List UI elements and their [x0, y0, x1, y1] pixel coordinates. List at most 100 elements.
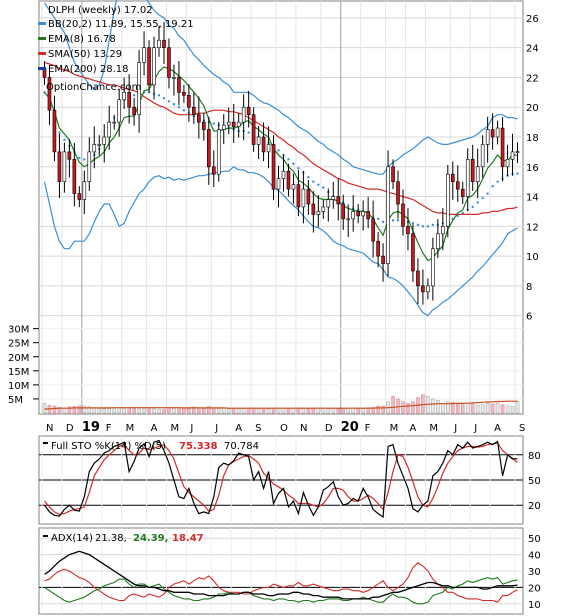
candle-body [351, 211, 355, 220]
volume-tick-label: 30M [8, 325, 29, 336]
price-tick-label: 22 [526, 73, 539, 84]
volume-bar [77, 405, 82, 414]
candle-body [142, 47, 146, 63]
bb-middle-dot [287, 158, 290, 161]
price-tick-label: 12 [526, 222, 539, 233]
bb-middle-dot [292, 162, 295, 165]
month-label: S [519, 423, 525, 434]
volume-bar [376, 405, 380, 414]
bb-middle-dot [182, 109, 186, 112]
bb-middle-dot [83, 158, 86, 161]
candle-body [62, 151, 67, 182]
month-label: F [106, 423, 112, 434]
volume-bar [192, 406, 196, 414]
volume-bar [306, 408, 311, 414]
candle-body [187, 95, 191, 108]
volume-bar [336, 408, 341, 414]
candle-body [102, 136, 107, 145]
candle-body [455, 181, 460, 190]
candle-body [251, 114, 256, 145]
bb-middle-dot [456, 214, 459, 218]
stochastic-legend-swatch [43, 442, 48, 444]
volume-bar [261, 408, 266, 414]
volume-bar [321, 407, 326, 414]
candle-body [162, 39, 166, 48]
volume-bar [162, 408, 166, 414]
stochastic-levels: 20 50 80 [39, 451, 541, 512]
candle-body [450, 173, 455, 182]
bb-middle-dot [471, 205, 474, 209]
candle-body [371, 218, 375, 242]
candle-body [326, 199, 331, 208]
volume-bar [460, 404, 465, 414]
candle-body [197, 114, 201, 123]
legend-label: SMA(50) 13.29 [48, 49, 122, 60]
bb-middle-dot [177, 106, 181, 109]
bb-middle-dot [63, 138, 66, 142]
stochastic-tick-label: 80 [528, 451, 541, 462]
candle-body [47, 77, 52, 111]
price-tick-label: 16 [526, 163, 539, 174]
volume-bar [142, 408, 146, 414]
volume-bar [182, 407, 186, 414]
volume-bar [202, 408, 206, 414]
candlesticks [42, 22, 520, 305]
volume-bar [470, 403, 475, 414]
adx-tick-label: 10 [528, 600, 541, 611]
bb-middle-dot [247, 131, 250, 134]
candle-body [346, 218, 351, 221]
candle-body [485, 129, 490, 145]
candle-body [152, 47, 156, 86]
price-tick-label: 6 [526, 312, 532, 323]
candle-body [441, 226, 445, 235]
bb-middle-dot [461, 211, 464, 215]
volume-bar [67, 406, 72, 414]
candle-body [112, 121, 116, 124]
candle-body [470, 159, 475, 182]
stochastic-tick-label: 50 [528, 476, 541, 487]
legend-swatch [38, 52, 46, 55]
volume-bar [241, 408, 246, 414]
candle-body [316, 211, 321, 215]
bb-middle-dot [132, 94, 136, 97]
candle-body [182, 92, 186, 96]
bb-middle-dot [297, 167, 300, 170]
volume-bar [480, 404, 485, 414]
candle-body [426, 285, 430, 293]
candle-body [127, 92, 131, 108]
adx-title: ADX(14) [51, 533, 93, 544]
month-label: A [151, 423, 158, 434]
minus-di-value: 18.47 [172, 533, 204, 544]
stochastic-k-line [44, 439, 518, 519]
plus-di-value: 24.39, [133, 533, 168, 544]
month-label: M [429, 423, 438, 434]
volume-bar [465, 403, 470, 414]
adx-tick-label: 20 [528, 583, 541, 594]
volume-bar [505, 405, 510, 414]
bb-middle-dot [347, 204, 350, 207]
month-label: D [325, 423, 333, 434]
candle-body [107, 121, 112, 138]
volume-bar [361, 408, 365, 414]
volume-bar [381, 405, 385, 414]
bb-middle-dot [431, 223, 435, 227]
candle-body [67, 151, 72, 160]
volume-bar [82, 405, 87, 414]
candle-body [490, 129, 495, 138]
candle-body [87, 151, 92, 182]
candle-body [460, 188, 465, 197]
candle-body [216, 129, 221, 175]
adx-tick-label: 30 [528, 567, 541, 578]
bb-middle-dot [322, 186, 325, 189]
candle-body [52, 109, 57, 153]
volume-bar [396, 398, 400, 414]
bb-middle-dot [167, 100, 171, 103]
volume-bar [515, 401, 520, 414]
adx-line [44, 550, 518, 600]
month-label: J [473, 423, 477, 434]
month-label: N [300, 423, 307, 434]
volume-bar [117, 407, 121, 414]
adx-value: 21.38, [95, 533, 127, 544]
